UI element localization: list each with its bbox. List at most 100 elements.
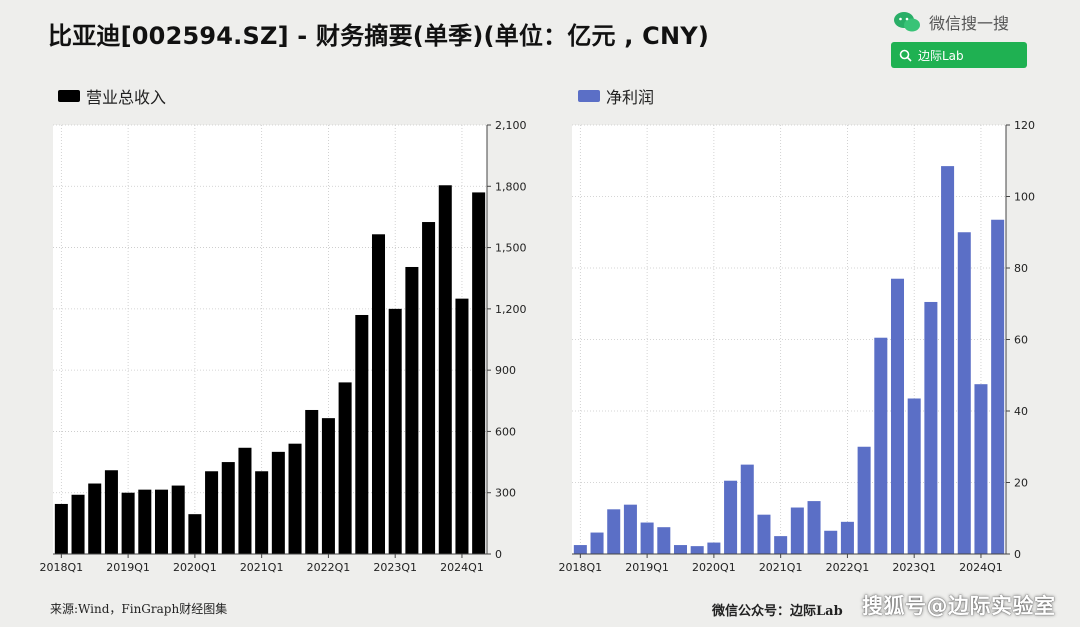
revenue-legend: 营业总收入 (58, 84, 166, 108)
x-tick-label: 2022Q1 (307, 561, 351, 574)
y-tick-label: 40 (1014, 405, 1028, 418)
bar (707, 542, 721, 554)
bar (974, 384, 988, 554)
bar (840, 521, 854, 554)
revenue-chart: 0 300 600 900 1,200 1,500 1,800 2,100 2018Q1 2019… (40, 119, 527, 574)
y-tick-label: 80 (1014, 262, 1028, 275)
y-tick-label: 0 (495, 548, 502, 561)
bar (438, 185, 452, 554)
x-tick-label: 2019Q1 (106, 561, 150, 574)
bar (623, 504, 637, 554)
bar (238, 447, 252, 554)
profit-legend-label: 净利润 (606, 88, 655, 107)
y-tick-label: 600 (495, 425, 516, 438)
x-tick-label: 2021Q1 (240, 561, 284, 574)
bar (121, 492, 135, 554)
wechat-icon (894, 12, 920, 32)
bar (455, 298, 469, 554)
bar (88, 483, 102, 554)
bar (724, 480, 738, 554)
x-tick-label: 2021Q1 (759, 561, 803, 574)
y-tick-label: 2,100 (495, 119, 527, 132)
bar (388, 308, 402, 554)
y-tick-label: 0 (1014, 548, 1021, 561)
bar (71, 494, 85, 554)
bar (957, 232, 971, 554)
bar (154, 489, 169, 554)
bar (774, 536, 788, 554)
bar (188, 514, 202, 554)
y-tick-label: 120 (1014, 119, 1035, 132)
brand-text: 微信搜一搜 (929, 14, 1010, 33)
bar (673, 545, 688, 554)
bar (874, 337, 888, 554)
bar (640, 522, 654, 554)
profit-legend: 净利润 (578, 84, 654, 108)
y-tick-label: 1,200 (495, 303, 527, 316)
bar (807, 501, 821, 554)
profit-legend-swatch (578, 90, 600, 102)
x-tick-label: 2023Q1 (892, 561, 936, 574)
search-label: 边际Lab (918, 48, 964, 63)
bar (941, 166, 955, 555)
bar (288, 443, 302, 554)
y-tick-label: 60 (1014, 334, 1028, 347)
bar (371, 234, 386, 555)
bar (355, 314, 369, 554)
watermark: 搜狐号@边际实验室 (862, 594, 1056, 618)
x-tick-label: 2022Q1 (826, 561, 870, 574)
bar (690, 546, 704, 554)
bar (824, 530, 838, 554)
bar (305, 409, 319, 554)
x-tick-label: 2024Q1 (440, 561, 484, 574)
bar (54, 503, 68, 554)
bar (321, 418, 335, 554)
revenue-legend-label: 营业总收入 (86, 88, 167, 107)
revenue-legend-swatch (58, 90, 80, 102)
bar (205, 471, 219, 554)
bar (890, 278, 905, 554)
x-tick-label: 2024Q1 (959, 561, 1003, 574)
bar (422, 222, 436, 555)
x-tick-label: 2018Q1 (559, 561, 603, 574)
x-tick-label: 2023Q1 (373, 561, 417, 574)
y-tick-label: 1,500 (495, 242, 527, 255)
x-tick-label: 2020Q1 (173, 561, 217, 574)
y-tick-label: 300 (495, 487, 516, 500)
wechat-search-brand[interactable]: 微信搜一搜 (893, 10, 1009, 34)
bar (255, 471, 269, 554)
account-note: 微信公众号：边际Lab (712, 604, 843, 619)
bar (104, 470, 118, 554)
bar (790, 507, 804, 554)
source-note: 来源:Wind，FinGraph财经图集 (50, 602, 228, 616)
x-tick-label: 2018Q1 (40, 561, 84, 574)
bar (221, 462, 235, 554)
page-title: 比亚迪[002594.SZ] - 财务摘要(单季)(单位：亿元 , CNY) (48, 22, 709, 50)
bar (740, 464, 754, 554)
bar (138, 489, 152, 554)
y-tick-label: 1,800 (495, 180, 527, 193)
bar (924, 301, 938, 554)
profit-chart: 0 20 40 60 80 100 120 2018Q1 2019Q1 2020Q1 2021Q1 2… (559, 119, 1035, 574)
y-tick-label: 900 (495, 364, 516, 377)
y-tick-label: 100 (1014, 191, 1035, 204)
bar (857, 446, 871, 554)
y-tick-label: 20 (1014, 477, 1028, 490)
bar (757, 514, 771, 554)
bar (657, 527, 671, 554)
bar (907, 398, 921, 554)
bar (590, 532, 604, 554)
bar (607, 509, 621, 554)
bar (338, 382, 352, 554)
plot-area (53, 125, 487, 554)
bar (991, 219, 1005, 555)
bar (472, 192, 486, 554)
bar (573, 545, 587, 554)
x-tick-label: 2019Q1 (625, 561, 669, 574)
bar (171, 485, 185, 554)
search-button[interactable]: 边际Lab (891, 42, 1027, 68)
bar (271, 451, 285, 554)
bar (405, 266, 419, 554)
search-icon (899, 49, 912, 62)
